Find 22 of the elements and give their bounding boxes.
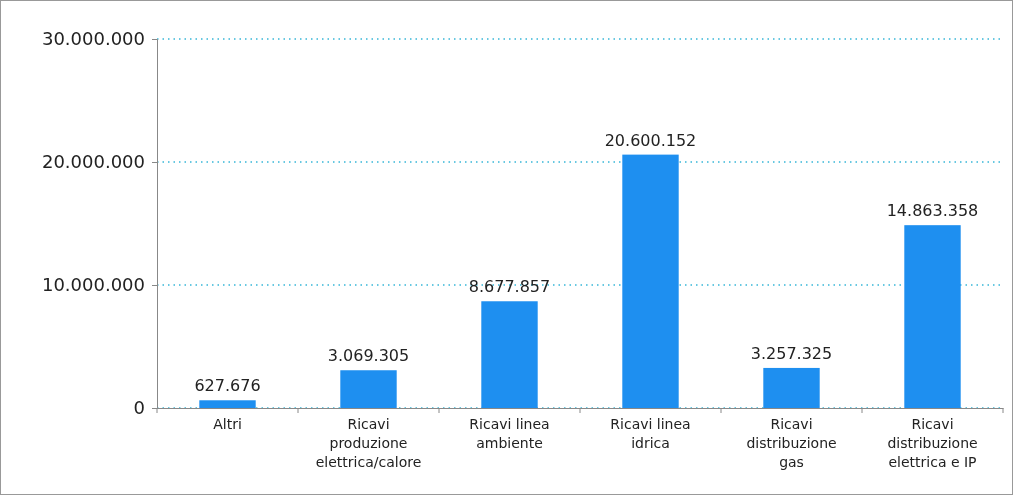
y-tick-label: 0 bbox=[133, 397, 145, 419]
x-tick-label: Altri bbox=[213, 416, 242, 433]
bar bbox=[340, 370, 397, 408]
y-tick-label: 10.000.000 bbox=[41, 274, 145, 296]
data-label: 8.677.857 bbox=[468, 277, 551, 297]
x-tick-label: Ricavi produzione elettrica/calore bbox=[315, 416, 422, 470]
bar bbox=[622, 154, 679, 408]
x-tick-label: Ricavi linea ambiente bbox=[469, 416, 550, 452]
data-label: 3.069.305 bbox=[327, 346, 410, 366]
data-label: 14.863.358 bbox=[886, 201, 979, 221]
bar bbox=[481, 301, 538, 408]
y-tick-label: 20.000.000 bbox=[41, 151, 145, 173]
data-label: 627.676 bbox=[194, 376, 261, 396]
bar bbox=[763, 367, 820, 408]
bar bbox=[904, 225, 961, 408]
bar bbox=[199, 400, 256, 408]
data-label: 20.600.152 bbox=[604, 130, 697, 150]
x-tick-label: Ricavi distribuzione gas bbox=[746, 416, 837, 470]
x-tick-label: Ricavi distribuzione elettrica e IP bbox=[887, 416, 978, 470]
data-label: 3.257.325 bbox=[750, 343, 833, 363]
x-tick-label: Ricavi linea idrica bbox=[610, 416, 691, 452]
y-tick-label: 30.000.000 bbox=[41, 28, 145, 50]
